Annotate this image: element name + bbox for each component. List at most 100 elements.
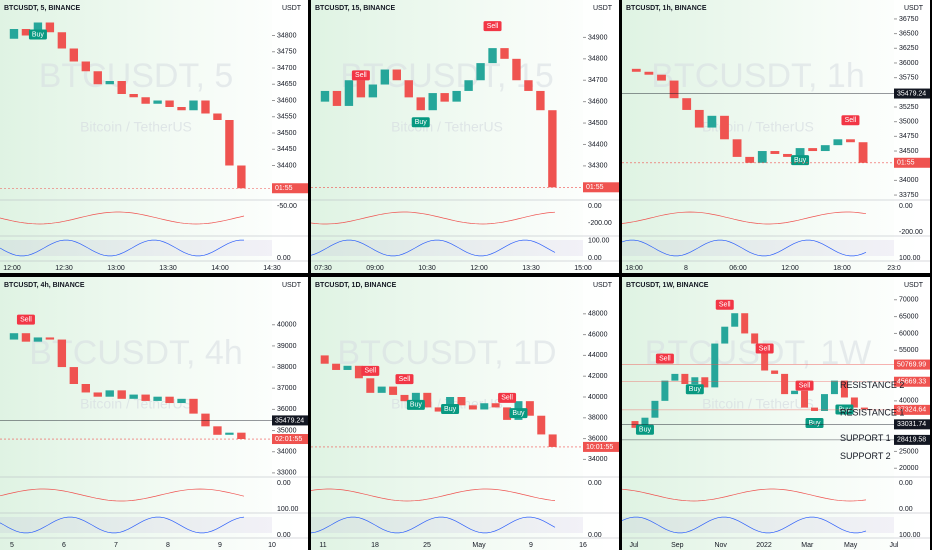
price-axis-background	[583, 277, 619, 550]
price-tick-label: 34450	[277, 146, 297, 153]
time-axis-label: Jul	[630, 542, 639, 549]
candle	[366, 378, 375, 393]
price-tick-label: 34700	[588, 77, 608, 84]
candle	[165, 100, 174, 107]
candle	[808, 148, 818, 152]
time-axis-label: 06:00	[729, 265, 747, 272]
countdown-tag	[272, 434, 308, 445]
candle	[105, 390, 114, 397]
price-tick-label: 34800	[277, 32, 297, 39]
time-axis-label: May	[472, 542, 486, 549]
candle	[377, 386, 386, 393]
panel-title: BTCUSDT, 4h, BINANCE	[4, 282, 85, 289]
signal-badge	[16, 314, 35, 325]
price-tag-label: 50769.99	[897, 361, 926, 368]
time-axis-label: 10:30	[418, 265, 436, 272]
time-axis-label: 6	[62, 542, 66, 549]
indicator-axis-label: 100.00	[899, 255, 921, 262]
price-tick-label: 40000	[277, 322, 297, 329]
price-tick-label: 38000	[277, 364, 297, 371]
signal-badge	[755, 343, 774, 354]
candle	[117, 390, 126, 399]
price-tick-label: 36000	[277, 406, 297, 413]
panel-background	[311, 277, 619, 550]
price-tick-label: 35000	[899, 119, 919, 126]
macd-line	[0, 211, 245, 225]
chart-panel: BTCUSDT, 5 Bitcoin / TetherUS BTCUSDT, 5, …	[0, 0, 308, 273]
price-tag	[894, 376, 930, 387]
indicator-axis-label: -50.00	[277, 203, 297, 210]
time-axis-label: 12:30	[55, 265, 73, 272]
candle	[392, 69, 401, 81]
price-tick-label: 25000	[899, 448, 919, 455]
time-axis-label: 07:30	[314, 265, 332, 272]
indicator-axis-label: 0.00	[899, 506, 913, 513]
signal-badge-label: Sell	[487, 23, 499, 30]
candle	[548, 110, 557, 188]
candle	[416, 97, 425, 111]
indicator-axis-label: 0.00	[899, 203, 913, 210]
candle	[237, 432, 246, 440]
signal-badge	[655, 353, 674, 364]
candle	[671, 373, 679, 381]
signal-badge-label: Buy	[512, 410, 525, 417]
candle	[400, 394, 409, 402]
price-tick-label: 40000	[588, 394, 608, 401]
time-axis-label: 9	[218, 542, 222, 549]
stoch-band	[311, 517, 583, 533]
signal-badge-label: Buy	[689, 386, 702, 393]
time-axis-label: 18	[371, 542, 379, 549]
time-axis-label: 13:30	[522, 265, 540, 272]
candle	[457, 397, 466, 406]
candle	[320, 355, 329, 364]
price-tick-label: 34000	[899, 177, 919, 184]
watermark: BTCUSDT, 1h	[651, 57, 865, 95]
signal-badge	[835, 404, 854, 415]
price-tick-label: 34500	[277, 130, 297, 137]
signal-badge	[685, 384, 704, 395]
price-tick-label: 34600	[588, 98, 608, 105]
price-tag	[272, 415, 308, 426]
price-tag-label: 35479.24	[275, 417, 304, 424]
level-label: RESISTANCE 1	[840, 407, 904, 417]
watermark-subtitle: Bitcoin / TetherUS	[80, 396, 192, 412]
signal-badge-label: Sell	[501, 395, 513, 402]
indicator-axis-label: 0.00	[588, 255, 602, 262]
candle	[681, 373, 689, 384]
candle	[237, 165, 246, 189]
candle	[129, 94, 138, 98]
candle	[801, 390, 809, 408]
price-unit: USDT	[904, 282, 924, 289]
price-unit: USDT	[282, 282, 302, 289]
stoch-line	[621, 516, 867, 534]
price-tick-label: 35250	[899, 104, 919, 111]
price-tick-label: 34400	[277, 162, 297, 169]
candle	[512, 58, 521, 81]
macd-line	[0, 488, 245, 502]
price-tick-label: 34750	[277, 49, 297, 56]
candle	[757, 151, 767, 163]
stoch-line	[0, 239, 244, 257]
signal-badge-label: Sell	[364, 368, 376, 375]
candle	[105, 81, 114, 85]
candle	[661, 380, 669, 401]
price-tick-label: 36750	[899, 16, 919, 23]
time-axis-label: 9	[529, 542, 533, 549]
candle	[153, 396, 162, 401]
panel-title: BTCUSDT, 1D, BINANCE	[315, 282, 397, 289]
price-axis-background	[583, 0, 619, 273]
candle	[850, 397, 858, 408]
candle	[129, 394, 138, 399]
candle	[833, 139, 843, 146]
candle	[141, 394, 150, 401]
countdown-tag	[583, 441, 619, 452]
candle	[332, 363, 341, 370]
price-tick-label: 34800	[588, 56, 608, 63]
signal-badge	[406, 399, 425, 410]
time-axis-label: May	[844, 542, 858, 549]
time-axis-label: 11	[319, 542, 326, 549]
signal-badge	[635, 424, 654, 435]
candle	[745, 156, 755, 163]
signal-badge-label: Sell	[759, 345, 771, 352]
